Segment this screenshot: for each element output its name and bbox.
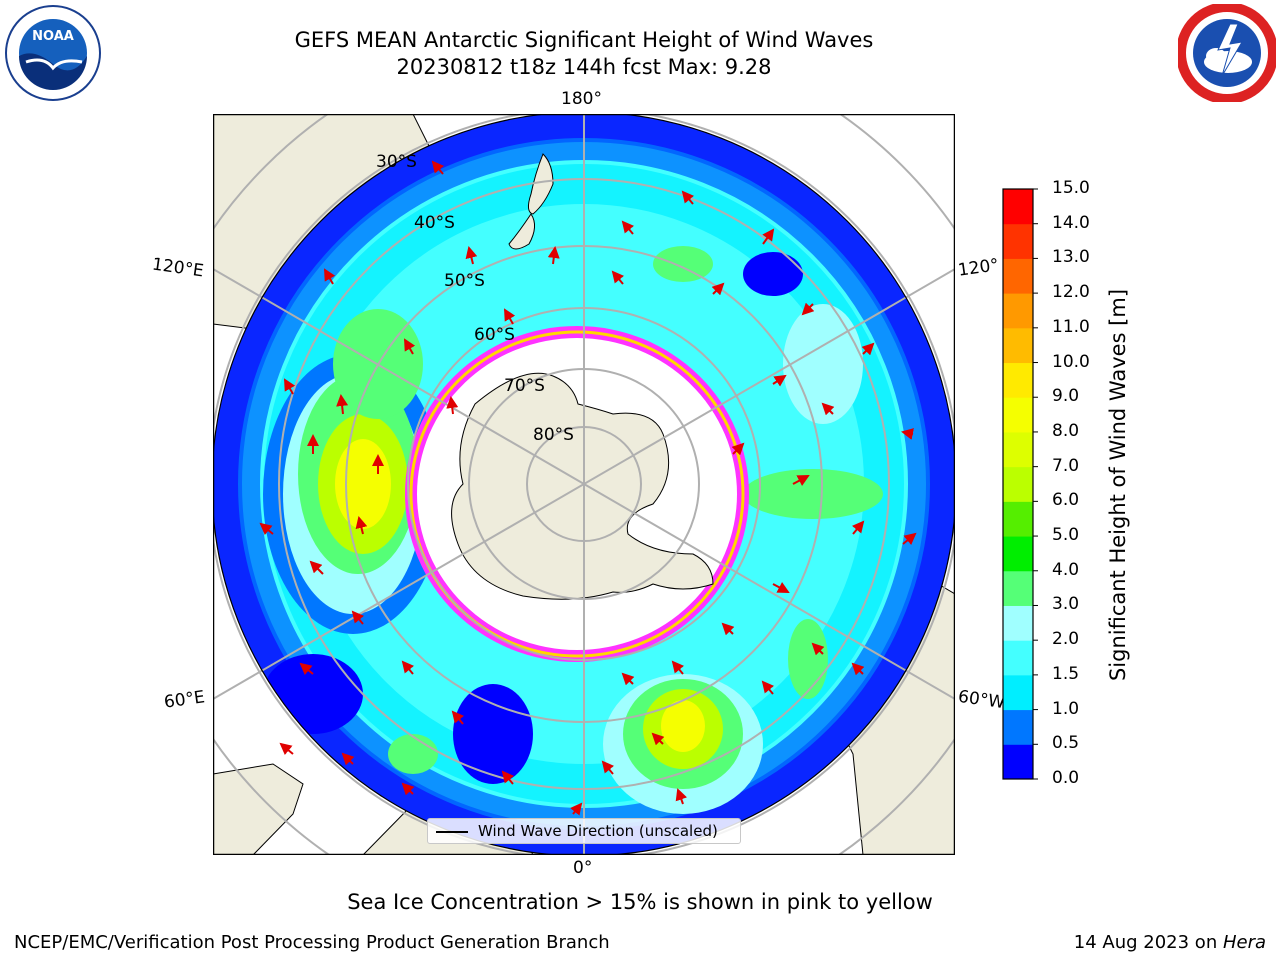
colorbar-tick-label: 0.5 bbox=[1052, 733, 1080, 754]
colorbar-segment bbox=[1003, 709, 1033, 745]
chart-subtitle: 20230812 t18z 144h fcst Max: 9.28 bbox=[396, 55, 772, 79]
colorbar-segment bbox=[1003, 674, 1033, 711]
colorbar-segment bbox=[1003, 744, 1033, 780]
colorbar-tick-label: 13.0 bbox=[1052, 247, 1090, 268]
colorbar-tick-label: 15.0 bbox=[1052, 178, 1090, 198]
colorbar-segment bbox=[1003, 570, 1033, 606]
colorbar-segment bbox=[1003, 501, 1033, 537]
colorbar-segment bbox=[1003, 293, 1033, 329]
legend-line-icon bbox=[436, 831, 468, 833]
map-legend: Wind Wave Direction (unscaled) bbox=[427, 818, 741, 844]
colorbar-segment bbox=[1003, 327, 1033, 364]
colorbar-segment bbox=[1003, 466, 1033, 502]
colorbar-tick-label: 8.0 bbox=[1052, 420, 1080, 441]
graticule bbox=[213, 114, 955, 855]
credit-text: NCEP/EMC/Verification Post Processing Pr… bbox=[14, 932, 610, 953]
lat-label-40s: 40°S bbox=[414, 213, 455, 233]
land-antarctica bbox=[451, 372, 714, 600]
lat-label-60s: 60°S bbox=[474, 325, 515, 345]
noaa-logo-text: NOAA bbox=[32, 29, 74, 44]
colorbar-tick-label: 5.0 bbox=[1052, 525, 1080, 546]
colorbar-segment bbox=[1003, 189, 1033, 225]
colorbar-tick-label: 14.0 bbox=[1052, 212, 1090, 233]
colorbar-tick-label: 4.0 bbox=[1052, 559, 1080, 580]
land-africa-madagascar bbox=[213, 763, 304, 855]
machine-name: Hera bbox=[1222, 932, 1266, 953]
lat-label-50s: 50°S bbox=[444, 271, 485, 291]
lat-label-30s: 30°S bbox=[376, 152, 417, 172]
colorbar-tick-label: 1.0 bbox=[1052, 698, 1080, 719]
colorbar-segment bbox=[1003, 605, 1033, 641]
colorbar bbox=[1002, 188, 1038, 780]
colorbar-segment bbox=[1003, 362, 1033, 398]
colorbar-tick-label: 9.0 bbox=[1052, 386, 1080, 407]
legend-label: Wind Wave Direction (unscaled) bbox=[478, 822, 718, 840]
colorbar-tick-label: 3.0 bbox=[1052, 594, 1080, 615]
polar-map bbox=[213, 114, 955, 855]
colorbar-tick-label: 0.0 bbox=[1052, 768, 1080, 788]
meridian-label-0: 0° bbox=[573, 858, 593, 878]
colorbar-segment bbox=[1003, 397, 1033, 433]
lat-label-70s: 70°S bbox=[504, 376, 545, 396]
colorbar-tick-label: 11.0 bbox=[1052, 316, 1090, 337]
colorbar-segment bbox=[1003, 258, 1033, 294]
meridian-label-120w: 120° bbox=[956, 255, 1001, 281]
chart-title: GEFS MEAN Antarctic Significant Height o… bbox=[294, 28, 874, 52]
colorbar-segment bbox=[1003, 431, 1033, 468]
meridian-label-60w: 60°W bbox=[956, 686, 1007, 714]
meridian-label-60e: 60°E bbox=[162, 687, 207, 713]
colorbar-segment bbox=[1003, 640, 1033, 676]
colorbar-tick-label: 1.5 bbox=[1052, 663, 1080, 684]
wind-wave-arrows bbox=[259, 160, 917, 816]
date-stamp: 14 Aug 2023 on Hera bbox=[1073, 932, 1266, 953]
lat-label-80s: 80°S bbox=[533, 425, 574, 445]
colorbar-tick-label: 2.0 bbox=[1052, 629, 1080, 650]
colorbar-tick-label: 12.0 bbox=[1052, 282, 1090, 303]
nws-logo bbox=[1178, 4, 1276, 102]
meridian-label-120e: 120°E bbox=[150, 254, 205, 282]
colorbar-tick-label: 7.0 bbox=[1052, 455, 1080, 476]
colorbar-label: Significant Height of Wind Waves [m] bbox=[1106, 288, 1130, 682]
colorbar-tick-label: 6.0 bbox=[1052, 490, 1080, 511]
meridian-label-180: 180° bbox=[561, 89, 602, 109]
sea-ice-note: Sea Ice Concentration > 15% is shown in … bbox=[347, 890, 933, 914]
noaa-logo: NOAA bbox=[5, 5, 101, 101]
colorbar-segment bbox=[1003, 223, 1033, 259]
colorbar-tick-label: 10.0 bbox=[1052, 351, 1090, 372]
colorbar-segment bbox=[1003, 536, 1033, 572]
